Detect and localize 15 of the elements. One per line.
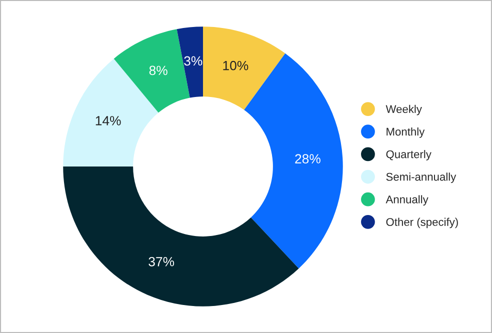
legend-label: Quarterly — [386, 150, 432, 160]
legend-label: Weekly — [386, 104, 422, 116]
legend-label: Semi-annually — [386, 172, 456, 183]
data-label: 3% — [184, 56, 202, 66]
donut-slice — [63, 166, 299, 306]
donut-slice — [203, 26, 286, 110]
data-label: 8% — [149, 66, 168, 76]
legend-label: Other (specify) — [386, 218, 458, 228]
donut-slice — [176, 26, 203, 98]
legend-label: Annually — [386, 195, 428, 206]
data-label: 14% — [96, 116, 121, 126]
legend-label: Monthly — [386, 127, 425, 138]
data-label: 37% — [148, 256, 174, 266]
data-label: 10% — [223, 60, 248, 70]
data-label: 28% — [295, 154, 320, 164]
